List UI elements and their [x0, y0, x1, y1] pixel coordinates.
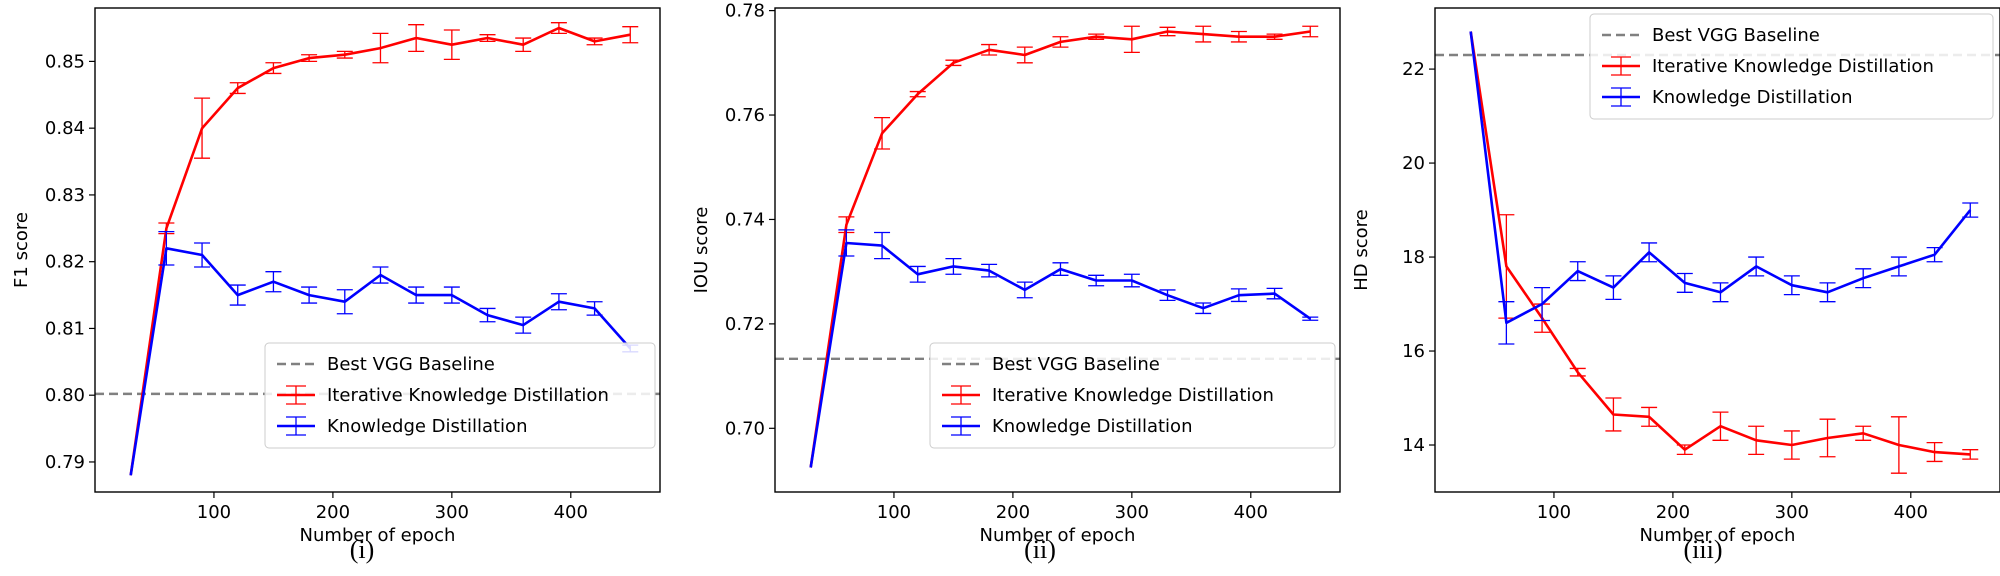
y-tick-label: 20 [1402, 153, 1425, 174]
x-tick-label: 100 [877, 502, 911, 523]
x-tick-label: 400 [1234, 502, 1268, 523]
y-tick-label: 18 [1402, 247, 1425, 268]
x-tick-label: 100 [197, 502, 231, 523]
legend: Best VGG Baseline Iterative Knowledge Dis… [265, 343, 655, 448]
caption-i: (i) [302, 535, 422, 565]
legend-label: Iterative Knowledge Distillation [992, 385, 1274, 406]
y-axis-label: HD score [1351, 209, 1372, 290]
y-tick-label: 16 [1402, 341, 1425, 362]
y-tick-label: 22 [1402, 59, 1425, 80]
y-tick-label: 0.70 [725, 418, 765, 439]
x-tick-label: 300 [1115, 502, 1149, 523]
x-tick-label: 100 [1537, 502, 1571, 523]
x-tick-label: 200 [1656, 502, 1690, 523]
legend: Best VGG Baseline Iterative Knowledge Dis… [930, 343, 1335, 448]
y-tick-label: 0.84 [45, 118, 85, 139]
y-tick-label: 0.80 [45, 385, 85, 406]
y-tick-label: 0.74 [725, 209, 765, 230]
legend-label: Best VGG Baseline [327, 354, 495, 375]
x-tick-label: 200 [996, 502, 1030, 523]
legend-label: Iterative Knowledge Distillation [327, 385, 609, 406]
x-tick-label: 200 [316, 502, 350, 523]
legend-label: Best VGG Baseline [1652, 25, 1820, 46]
legend-label: Knowledge Distillation [327, 416, 527, 437]
legend-label: Best VGG Baseline [992, 354, 1160, 375]
y-tick-label: 0.72 [725, 314, 765, 335]
y-tick-label: 0.81 [45, 318, 85, 339]
y-tick-label: 0.79 [45, 452, 85, 473]
y-axis-label: IOU score [691, 207, 712, 294]
y-tick-label: 0.85 [45, 51, 85, 72]
caption-iii: (iii) [1643, 535, 1763, 565]
x-tick-label: 400 [1894, 502, 1928, 523]
legend: Best VGG Baseline Iterative Knowledge Dis… [1590, 14, 1993, 119]
legend-label: Knowledge Distillation [1652, 87, 1852, 108]
x-tick-label: 300 [435, 502, 469, 523]
x-tick-label: 400 [554, 502, 588, 523]
y-tick-label: 0.78 [725, 1, 765, 22]
chart-f1: 100 200 300 400 0.79 0.80 0.81 0.82 0.83 0.84 0.85… [11, 8, 660, 546]
y-tick-label: 0.83 [45, 185, 85, 206]
y-tick-label: 0.76 [725, 105, 765, 126]
legend-label: Knowledge Distillation [992, 416, 1192, 437]
y-tick-label: 0.82 [45, 252, 85, 273]
caption-ii: (ii) [980, 535, 1100, 565]
y-tick-label: 14 [1402, 435, 1425, 456]
legend-label: Iterative Knowledge Distillation [1652, 56, 1934, 77]
x-tick-label: 300 [1775, 502, 1809, 523]
y-axis-label: F1 score [11, 212, 32, 288]
